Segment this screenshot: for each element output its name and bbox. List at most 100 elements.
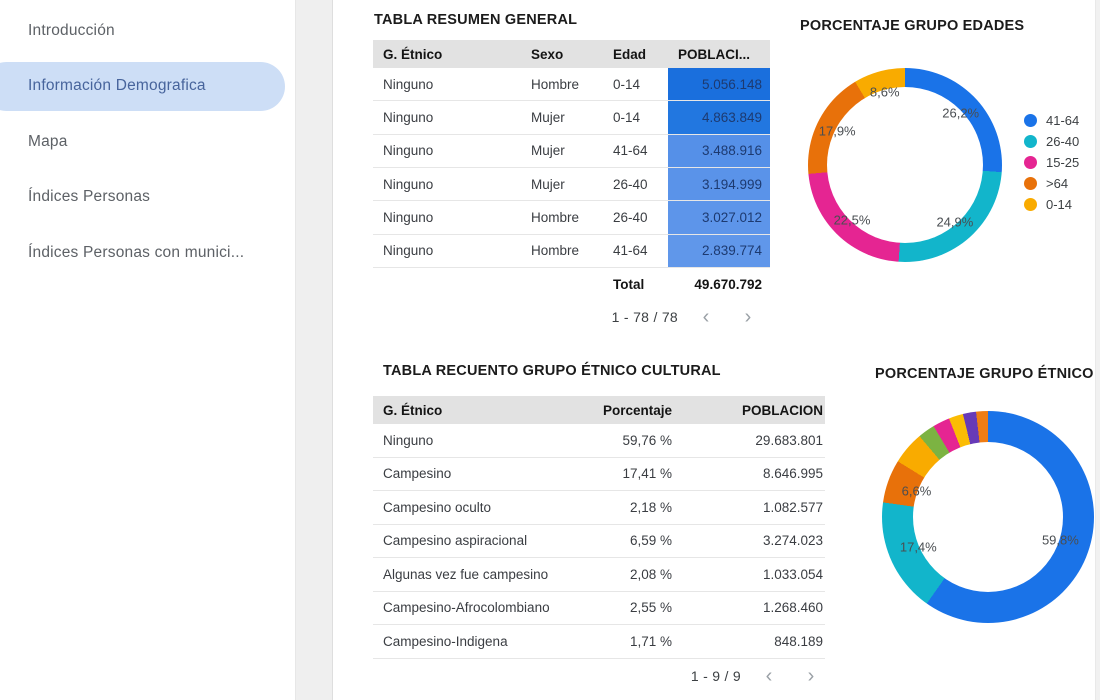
table-row: Campesino aspiracional 6,59 % 3.274.023: [373, 524, 825, 558]
cell-g-etnico: Ninguno: [383, 432, 434, 448]
legend-item[interactable]: 41-64: [1024, 110, 1079, 131]
donut-chart-edades[interactable]: 26,2% 24,9% 22,5% 17,9% 8,6%: [808, 68, 1002, 262]
cell-g-etnico: Ninguno: [383, 209, 434, 225]
cell-poblacion: 1.033.054: [762, 566, 823, 582]
chevron-right-icon[interactable]: ›: [744, 306, 752, 328]
legend-item[interactable]: 26-40: [1024, 131, 1079, 152]
slice-label: 17,9%: [818, 123, 856, 139]
table-row: Ninguno Hombre 41-64 2.839.774: [373, 234, 770, 268]
legend-item[interactable]: >64: [1024, 173, 1079, 194]
legend-label: 41-64: [1046, 113, 1080, 128]
table-row: Campesino-Afrocolombiano 2,55 % 1.268.460: [373, 591, 825, 625]
cell-poblacion: 1.268.460: [762, 600, 823, 616]
table-row: Ninguno Mujer 26-40 3.194.999: [373, 167, 770, 202]
cell-poblacion-heatmap: 4.863.849: [668, 101, 770, 134]
table-etnico-title: TABLA RECUENTO GRUPO ÉTNICO CULTURAL: [383, 363, 721, 379]
column-header-sexo[interactable]: Sexo: [531, 46, 564, 62]
total-value: 49.670.792: [694, 277, 762, 292]
slice-label: 59,8%: [1041, 532, 1079, 548]
cell-sexo: Hombre: [531, 209, 580, 225]
slice-label: 22,5%: [833, 212, 871, 227]
total-label: Total: [613, 277, 645, 292]
sidebar-item-label: Introducción: [28, 21, 115, 39]
legend-dot: [1024, 156, 1037, 169]
table-etnico-body: Ninguno 59,76 % 29.683.801 Campesino 17,41 %…: [373, 424, 825, 659]
donut-chart-etnico[interactable]: 59,8% 17,4% 6,6%: [882, 411, 1094, 623]
cell-edad: 41-64: [613, 243, 648, 259]
cell-sexo: Mujer: [531, 176, 565, 192]
legend-item[interactable]: 15-25: [1024, 152, 1079, 173]
cell-sexo: Hombre: [531, 76, 580, 92]
table-etnico-pagination: 1 - 9 / 9 ‹ ›: [373, 662, 825, 690]
table-row: Campesino oculto 2,18 % 1.082.577: [373, 491, 825, 525]
column-header-g-etnico[interactable]: G. Étnico: [383, 402, 443, 418]
legend-item[interactable]: 0-14: [1024, 194, 1079, 215]
cell-poblacion-heatmap: 3.488.916: [668, 134, 770, 167]
cell-sexo: Mujer: [531, 143, 565, 159]
table-row: Ninguno 59,76 % 29.683.801: [373, 424, 825, 458]
sidebar-item-label: Índices Personas con munici...: [28, 243, 245, 261]
chart-etnico-title: PORCENTAJE GRUPO ÉTNICO: [875, 366, 1094, 382]
sidebar-scrollbar[interactable]: [295, 0, 333, 700]
table-row: Ninguno Mujer 0-14 4.863.849: [373, 101, 770, 135]
legend-label: 15-25: [1046, 155, 1080, 170]
cell-porcentaje: 1,71 %: [629, 633, 672, 649]
sidebar-item[interactable]: Mapa: [0, 114, 295, 170]
cell-g-etnico: Algunas vez fue campesino: [383, 566, 549, 582]
cell-poblacion: 1.082.577: [762, 499, 823, 515]
sidebar-item[interactable]: Información Demografica: [0, 59, 295, 115]
report-scrollbar[interactable]: [1095, 0, 1100, 700]
legend-dot: [1024, 135, 1037, 148]
cell-sexo: Hombre: [531, 243, 580, 259]
sidebar-item-label: Información Demografica: [28, 77, 206, 95]
legend-label: >64: [1046, 176, 1069, 191]
sidebar-item[interactable]: Índices Personas con munici...: [0, 225, 295, 281]
legend-dot: [1024, 198, 1037, 211]
donut-hole: [913, 442, 1063, 592]
table-row: Campesino-Indigena 1,71 % 848.189: [373, 625, 825, 659]
cell-poblacion-heatmap: 3.027.012: [668, 201, 770, 234]
column-header-edad[interactable]: Edad: [613, 46, 647, 62]
column-header-poblacion[interactable]: POBLACION: [742, 402, 823, 418]
cell-poblacion: 29.683.801: [755, 432, 823, 448]
cell-poblacion-heatmap: 3.194.999: [668, 167, 770, 201]
sidebar-item-label: Mapa: [28, 132, 68, 150]
chevron-left-icon[interactable]: ‹: [765, 665, 773, 687]
cell-edad: 26-40: [613, 176, 648, 192]
table-row: Ninguno Hombre 0-14 5.056.148: [373, 68, 770, 102]
table-resumen-pagination: 1 - 78 / 78 ‹ ›: [373, 303, 770, 331]
sidebar-item[interactable]: Índices Personas: [0, 170, 295, 226]
column-header-poblacion[interactable]: POBLACI...: [678, 46, 751, 62]
cell-poblacion-heatmap: 5.056.148: [668, 68, 770, 101]
sidebar-item[interactable]: Introducción: [0, 3, 295, 59]
column-header-g-etnico[interactable]: G. Étnico: [383, 46, 443, 62]
cell-g-etnico: Ninguno: [383, 143, 434, 159]
legend-label: 0-14: [1046, 197, 1073, 212]
cell-g-etnico: Campesino-Afrocolombiano: [383, 600, 550, 616]
cell-edad: 26-40: [613, 209, 648, 225]
chart-edades-legend: 41-64 26-40 15-25 >64 0-14: [1024, 110, 1079, 215]
cell-edad: 41-64: [613, 143, 648, 159]
cell-g-etnico: Ninguno: [383, 76, 434, 92]
table-etnico-cultural: G. Étnico Porcentaje POBLACION Ninguno 59…: [373, 396, 825, 659]
cell-porcentaje: 2,55 %: [629, 600, 672, 616]
donut-hole: [827, 87, 983, 243]
legend-dot: [1024, 177, 1037, 190]
cell-g-etnico: Campesino oculto: [383, 499, 492, 515]
chevron-right-icon[interactable]: ›: [807, 665, 815, 687]
table-resumen-title: TABLA RESUMEN GENERAL: [374, 12, 578, 28]
table-resumen-total-row: Total 49.670.792: [373, 268, 770, 301]
legend-dot: [1024, 114, 1037, 127]
column-header-porcentaje[interactable]: Porcentaje: [602, 402, 672, 418]
cell-g-etnico: Campesino aspiracional: [383, 533, 528, 549]
chevron-left-icon[interactable]: ‹: [702, 306, 710, 328]
pagination-range: 1 - 78 / 78: [611, 309, 678, 325]
cell-edad: 0-14: [613, 109, 641, 125]
cell-edad: 0-14: [613, 76, 641, 92]
table-row: Algunas vez fue campesino 2,08 % 1.033.054: [373, 558, 825, 592]
legend-label: 26-40: [1046, 134, 1080, 149]
table-resumen-body: Ninguno Hombre 0-14 5.056.148 Ninguno Mujer 0-…: [373, 68, 770, 268]
cell-porcentaje: 6,59 %: [629, 533, 672, 549]
slice-label: 24,9%: [936, 214, 974, 230]
